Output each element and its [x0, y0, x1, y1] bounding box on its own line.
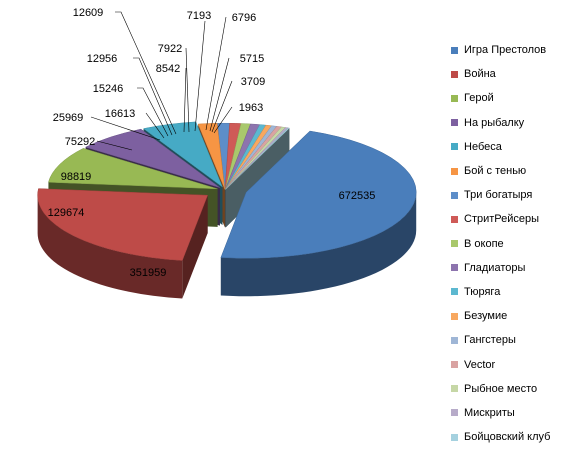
data-label-2: 351959: [130, 267, 167, 279]
leader-line-12: [185, 47, 190, 133]
legend-label: Безумие: [464, 310, 508, 323]
legend-swatch: [451, 361, 458, 369]
data-label-12: 7922: [158, 43, 182, 55]
legend-swatch: [451, 336, 458, 344]
legend-swatch: [451, 94, 458, 102]
slice-17-top: [225, 127, 290, 190]
data-label-7: 16613: [105, 108, 136, 120]
legend-label: Война: [464, 68, 496, 81]
leader-line-6: [90, 116, 161, 141]
legend-label: Бойцовский клуб: [464, 431, 551, 444]
legend-label: На рыбалку: [464, 116, 525, 129]
legend-label: Три богатыря: [464, 189, 533, 202]
legend-item: Тюряга: [451, 280, 563, 304]
legend-label: Гангстеры: [464, 334, 516, 347]
legend-swatch: [451, 143, 458, 151]
data-label-3: 129674: [48, 207, 85, 219]
leader-line-8: [137, 87, 169, 137]
legend-item: СтритРейсеры: [451, 207, 563, 231]
legend-item: Небеса: [451, 135, 563, 159]
legend-item: Мискриты: [451, 401, 563, 425]
legend-item: В окопе: [451, 232, 563, 256]
legend-swatch: [451, 119, 458, 127]
leader-line-14: [205, 16, 227, 131]
legend-item: Герой: [451, 86, 563, 110]
legend-swatch: [451, 288, 458, 296]
slice-17-side: [225, 127, 290, 228]
data-label-6: 25969: [53, 112, 84, 124]
slice-2-top: [37, 188, 208, 261]
legend-label: Тюряга: [464, 285, 501, 298]
leader-line-9: [133, 57, 173, 136]
legend-swatch: [451, 215, 458, 223]
data-label-4: 98819: [61, 171, 92, 183]
slice-1-top: [220, 130, 417, 259]
legend-swatch: [451, 264, 458, 272]
leader-line-15: [209, 57, 230, 132]
legend-label: Игра Престолов: [464, 44, 547, 57]
leader-line-5: [96, 140, 133, 151]
legend-label: Герой: [464, 92, 494, 105]
legend-item: Безумие: [451, 304, 563, 328]
legend-label: Рыбное место: [464, 382, 538, 395]
data-label-1: 672535: [339, 190, 376, 202]
leader-line-10: [115, 11, 177, 135]
legend-swatch: [451, 433, 458, 441]
legend-swatch: [451, 385, 458, 393]
legend-item: Гангстеры: [451, 328, 563, 352]
leader-line-17: [213, 106, 233, 134]
data-label-14: 6796: [232, 12, 256, 24]
legend-label: В окопе: [464, 237, 504, 250]
legend-item: Игра Престолов: [451, 38, 563, 62]
slice-6-top: [197, 123, 226, 190]
leader-line-7: [145, 112, 165, 139]
slice-4-top: [84, 128, 221, 188]
legend-item: Бой с тенью: [451, 159, 563, 183]
legend-item: Война: [451, 62, 563, 86]
leader-line-11: [183, 67, 187, 133]
legend: Игра Престолов Война Герой На рыбалку Небеса…: [451, 38, 563, 449]
data-label-8: 15246: [93, 83, 124, 95]
legend-label: СтритРейсеры: [464, 213, 540, 226]
legend-label: Vector: [464, 358, 496, 371]
data-label-13: 7193: [187, 10, 211, 22]
legend-swatch: [451, 409, 458, 417]
legend-item: Vector: [451, 352, 563, 376]
data-label-5: 75292: [65, 136, 96, 148]
data-label-11: 8542: [156, 63, 180, 75]
data-label-17: 1963: [239, 102, 263, 114]
legend-label: Бой с тенью: [464, 165, 527, 178]
legend-item: Рыбное место: [451, 377, 563, 401]
legend-item: Три богатыря: [451, 183, 563, 207]
data-label-16: 3709: [241, 76, 265, 88]
leader-line-13: [194, 20, 206, 132]
legend-label: Небеса: [464, 140, 502, 153]
data-label-9: 12956: [87, 53, 118, 65]
data-label-10: 12609: [73, 7, 104, 19]
legend-swatch: [451, 46, 458, 54]
legend-swatch: [451, 312, 458, 320]
slice-3-top: [48, 148, 218, 190]
legend-swatch: [451, 240, 458, 248]
leader-line-16: [211, 80, 233, 133]
legend-item: Гладиаторы: [451, 256, 563, 280]
legend-label: Гладиаторы: [464, 261, 526, 274]
legend-item: Бойцовский клуб: [451, 425, 563, 449]
legend-swatch: [451, 167, 458, 175]
data-label-15: 5715: [240, 53, 264, 65]
legend-item: На рыбалку: [451, 111, 563, 135]
legend-swatch: [451, 70, 458, 78]
legend-label: Мискриты: [464, 406, 515, 419]
legend-swatch: [451, 191, 458, 199]
